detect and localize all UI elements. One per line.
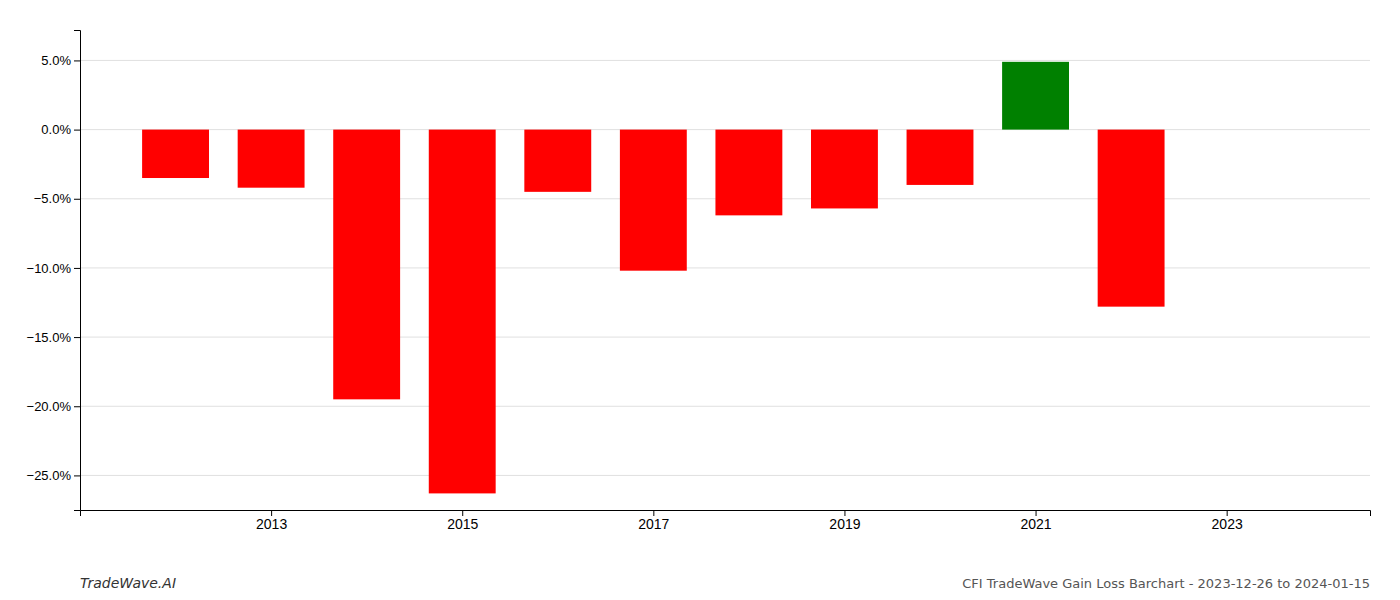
grid-line [80,475,1370,476]
y-tick-label: −20.0% [27,399,72,414]
y-tick-label: −10.0% [27,261,72,276]
y-tick-mark [74,475,80,476]
grid-line [80,60,1370,61]
x-axis: 2013 2015 2017 2019 2021 2023 [81,510,1371,532]
grid-line [80,406,1370,407]
bar [429,130,496,494]
chart: 5.0% 0.0% −5.0% −10.0% −15.0% −20.0% −25.0% 201… [0,0,1400,600]
y-tick: −15.0% [27,330,80,345]
y-tick-label: −5.0% [34,191,72,206]
y-tick: −5.0% [34,191,80,206]
x-tick: 2019 [829,510,860,532]
x-tick-label: 2015 [447,516,478,532]
y-tick-mark [74,268,80,269]
bar [811,130,878,209]
y-tick: −20.0% [27,399,80,414]
bar [1002,62,1069,130]
x-tick-label: 2023 [1212,516,1243,532]
x-tick-label: 2021 [1020,516,1051,532]
y-tick: −10.0% [27,261,80,276]
y-tick: −25.0% [27,468,80,483]
x-tick-label: 2017 [638,516,669,532]
bar [620,130,687,271]
annotation: TradeWave.AI [80,575,176,591]
y-tick-label: 0.0% [41,122,71,137]
bar [524,130,591,192]
bars [142,62,1164,494]
y-tick-mark [74,406,80,407]
x-tick: 2017 [638,510,669,532]
y-tick-mark [74,60,80,61]
bar [333,130,400,400]
y-axis: 5.0% 0.0% −5.0% −10.0% −15.0% −20.0% −25.0% [27,31,81,511]
x-tick: 2015 [447,510,478,532]
bar [238,130,305,188]
y-tick-label: 5.0% [41,53,71,68]
x-tick-label: 2019 [829,516,860,532]
bar [1098,130,1165,307]
grid-line [80,267,1370,268]
y-axis-line [74,31,81,511]
y-tick-mark [74,199,80,200]
y-tick-label: −25.0% [27,468,72,483]
y-tick: 5.0% [41,53,80,68]
grid-line [80,337,1370,338]
x-tick: 2023 [1212,510,1243,532]
x-tick: 2021 [1020,510,1051,532]
bar [715,130,782,216]
grid [80,60,1370,475]
bar [142,130,209,178]
y-tick-label: −15.0% [27,330,72,345]
title: CFI TradeWave Gain Loss Barchart - 2023-… [962,576,1370,591]
x-tick: 2013 [256,510,287,532]
bar [907,130,974,185]
y-tick-mark [74,130,80,131]
y-tick: 0.0% [41,122,80,137]
y-tick-mark [74,337,80,338]
x-tick-label: 2013 [256,516,287,532]
plot: 5.0% 0.0% −5.0% −10.0% −15.0% −20.0% −25.0% 201… [27,31,1371,532]
